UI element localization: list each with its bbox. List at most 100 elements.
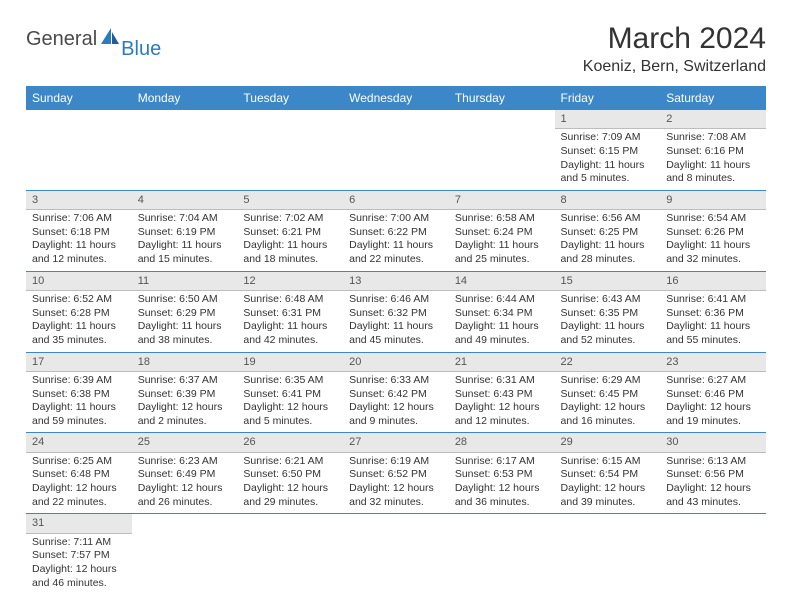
day-number: 5 bbox=[237, 191, 343, 210]
logo-sail-icon bbox=[99, 26, 121, 46]
calendar-day-cell: 1Sunrise: 7:09 AMSunset: 6:15 PMDaylight… bbox=[555, 110, 661, 190]
day-number: 10 bbox=[26, 272, 132, 291]
calendar-body: 1Sunrise: 7:09 AMSunset: 6:15 PMDaylight… bbox=[26, 110, 766, 594]
calendar-day-cell bbox=[26, 110, 132, 190]
calendar-week-row: 3Sunrise: 7:06 AMSunset: 6:18 PMDaylight… bbox=[26, 190, 766, 270]
day-details: Sunrise: 7:06 AMSunset: 6:18 PMDaylight:… bbox=[26, 210, 132, 271]
logo-text-general: General bbox=[26, 28, 97, 51]
day-number: 4 bbox=[132, 191, 238, 210]
calendar-day-cell: 25Sunrise: 6:23 AMSunset: 6:49 PMDayligh… bbox=[132, 433, 238, 513]
calendar-day-cell: 10Sunrise: 6:52 AMSunset: 6:28 PMDayligh… bbox=[26, 271, 132, 351]
day-number: 9 bbox=[660, 191, 766, 210]
calendar-day-cell: 15Sunrise: 6:43 AMSunset: 6:35 PMDayligh… bbox=[555, 271, 661, 351]
day-number: 31 bbox=[26, 514, 132, 533]
day-number: 21 bbox=[449, 353, 555, 372]
day-details: Sunrise: 7:09 AMSunset: 6:15 PMDaylight:… bbox=[555, 129, 661, 190]
day-details: Sunrise: 7:11 AMSunset: 7:57 PMDaylight:… bbox=[26, 534, 132, 595]
weekday-header: Tuesday bbox=[237, 86, 343, 110]
day-number: 23 bbox=[660, 353, 766, 372]
weekday-header: Sunday bbox=[26, 86, 132, 110]
header: General Blue March 2024 Koeniz, Bern, Sw… bbox=[26, 22, 766, 76]
weekday-header: Saturday bbox=[660, 86, 766, 110]
calendar-day-cell bbox=[343, 514, 449, 594]
day-details: Sunrise: 6:21 AMSunset: 6:50 PMDaylight:… bbox=[237, 453, 343, 514]
weekday-header: Monday bbox=[132, 86, 238, 110]
day-number: 25 bbox=[132, 433, 238, 452]
day-number: 2 bbox=[660, 110, 766, 129]
page-subtitle: Koeniz, Bern, Switzerland bbox=[583, 58, 766, 76]
day-details: Sunrise: 7:04 AMSunset: 6:19 PMDaylight:… bbox=[132, 210, 238, 271]
logo-text-blue: Blue bbox=[121, 38, 161, 61]
calendar-week-row: 24Sunrise: 6:25 AMSunset: 6:48 PMDayligh… bbox=[26, 433, 766, 513]
calendar-day-cell bbox=[132, 110, 238, 190]
calendar-day-cell: 22Sunrise: 6:29 AMSunset: 6:45 PMDayligh… bbox=[555, 352, 661, 432]
calendar-day-cell: 30Sunrise: 6:13 AMSunset: 6:56 PMDayligh… bbox=[660, 433, 766, 513]
day-details: Sunrise: 6:23 AMSunset: 6:49 PMDaylight:… bbox=[132, 453, 238, 514]
day-details: Sunrise: 6:27 AMSunset: 6:46 PMDaylight:… bbox=[660, 372, 766, 433]
day-details: Sunrise: 6:15 AMSunset: 6:54 PMDaylight:… bbox=[555, 453, 661, 514]
day-details: Sunrise: 7:00 AMSunset: 6:22 PMDaylight:… bbox=[343, 210, 449, 271]
day-number: 24 bbox=[26, 433, 132, 452]
calendar-day-cell: 3Sunrise: 7:06 AMSunset: 6:18 PMDaylight… bbox=[26, 190, 132, 270]
day-details: Sunrise: 6:41 AMSunset: 6:36 PMDaylight:… bbox=[660, 291, 766, 352]
day-number: 8 bbox=[555, 191, 661, 210]
day-number: 18 bbox=[132, 353, 238, 372]
calendar-day-cell: 18Sunrise: 6:37 AMSunset: 6:39 PMDayligh… bbox=[132, 352, 238, 432]
logo: General Blue bbox=[26, 28, 161, 51]
calendar-day-cell bbox=[555, 514, 661, 594]
weekday-header-row: SundayMondayTuesdayWednesdayThursdayFrid… bbox=[26, 86, 766, 110]
calendar-day-cell bbox=[343, 110, 449, 190]
calendar-day-cell: 29Sunrise: 6:15 AMSunset: 6:54 PMDayligh… bbox=[555, 433, 661, 513]
weekday-header: Friday bbox=[555, 86, 661, 110]
day-details: Sunrise: 6:56 AMSunset: 6:25 PMDaylight:… bbox=[555, 210, 661, 271]
day-number: 22 bbox=[555, 353, 661, 372]
day-number: 3 bbox=[26, 191, 132, 210]
calendar-day-cell: 12Sunrise: 6:48 AMSunset: 6:31 PMDayligh… bbox=[237, 271, 343, 351]
page-title: March 2024 bbox=[583, 22, 766, 56]
day-number: 7 bbox=[449, 191, 555, 210]
calendar-week-row: 31Sunrise: 7:11 AMSunset: 7:57 PMDayligh… bbox=[26, 514, 766, 594]
day-number: 30 bbox=[660, 433, 766, 452]
day-number: 20 bbox=[343, 353, 449, 372]
day-number: 15 bbox=[555, 272, 661, 291]
day-number: 11 bbox=[132, 272, 238, 291]
calendar-day-cell: 7Sunrise: 6:58 AMSunset: 6:24 PMDaylight… bbox=[449, 190, 555, 270]
day-number: 16 bbox=[660, 272, 766, 291]
weekday-header: Thursday bbox=[449, 86, 555, 110]
calendar-day-cell: 9Sunrise: 6:54 AMSunset: 6:26 PMDaylight… bbox=[660, 190, 766, 270]
day-number: 17 bbox=[26, 353, 132, 372]
day-number: 29 bbox=[555, 433, 661, 452]
day-details: Sunrise: 6:29 AMSunset: 6:45 PMDaylight:… bbox=[555, 372, 661, 433]
calendar-day-cell: 24Sunrise: 6:25 AMSunset: 6:48 PMDayligh… bbox=[26, 433, 132, 513]
calendar-day-cell: 26Sunrise: 6:21 AMSunset: 6:50 PMDayligh… bbox=[237, 433, 343, 513]
calendar-day-cell: 16Sunrise: 6:41 AMSunset: 6:36 PMDayligh… bbox=[660, 271, 766, 351]
calendar-week-row: 1Sunrise: 7:09 AMSunset: 6:15 PMDaylight… bbox=[26, 110, 766, 190]
day-details: Sunrise: 6:33 AMSunset: 6:42 PMDaylight:… bbox=[343, 372, 449, 433]
day-details: Sunrise: 6:48 AMSunset: 6:31 PMDaylight:… bbox=[237, 291, 343, 352]
calendar-day-cell: 8Sunrise: 6:56 AMSunset: 6:25 PMDaylight… bbox=[555, 190, 661, 270]
weekday-header: Wednesday bbox=[343, 86, 449, 110]
day-details: Sunrise: 6:39 AMSunset: 6:38 PMDaylight:… bbox=[26, 372, 132, 433]
day-details: Sunrise: 6:35 AMSunset: 6:41 PMDaylight:… bbox=[237, 372, 343, 433]
calendar-day-cell: 4Sunrise: 7:04 AMSunset: 6:19 PMDaylight… bbox=[132, 190, 238, 270]
day-details: Sunrise: 6:17 AMSunset: 6:53 PMDaylight:… bbox=[449, 453, 555, 514]
calendar-day-cell bbox=[237, 110, 343, 190]
calendar-day-cell: 6Sunrise: 7:00 AMSunset: 6:22 PMDaylight… bbox=[343, 190, 449, 270]
day-details: Sunrise: 6:50 AMSunset: 6:29 PMDaylight:… bbox=[132, 291, 238, 352]
calendar-day-cell: 27Sunrise: 6:19 AMSunset: 6:52 PMDayligh… bbox=[343, 433, 449, 513]
day-details: Sunrise: 6:43 AMSunset: 6:35 PMDaylight:… bbox=[555, 291, 661, 352]
calendar-week-row: 17Sunrise: 6:39 AMSunset: 6:38 PMDayligh… bbox=[26, 352, 766, 432]
day-number: 26 bbox=[237, 433, 343, 452]
calendar-day-cell: 28Sunrise: 6:17 AMSunset: 6:53 PMDayligh… bbox=[449, 433, 555, 513]
calendar-day-cell: 17Sunrise: 6:39 AMSunset: 6:38 PMDayligh… bbox=[26, 352, 132, 432]
calendar-day-cell bbox=[660, 514, 766, 594]
calendar-day-cell bbox=[237, 514, 343, 594]
calendar-day-cell bbox=[449, 110, 555, 190]
calendar-day-cell: 14Sunrise: 6:44 AMSunset: 6:34 PMDayligh… bbox=[449, 271, 555, 351]
day-details: Sunrise: 6:54 AMSunset: 6:26 PMDaylight:… bbox=[660, 210, 766, 271]
day-details: Sunrise: 6:46 AMSunset: 6:32 PMDaylight:… bbox=[343, 291, 449, 352]
day-number: 14 bbox=[449, 272, 555, 291]
title-block: March 2024 Koeniz, Bern, Switzerland bbox=[583, 22, 766, 76]
calendar-day-cell: 20Sunrise: 6:33 AMSunset: 6:42 PMDayligh… bbox=[343, 352, 449, 432]
day-details: Sunrise: 6:58 AMSunset: 6:24 PMDaylight:… bbox=[449, 210, 555, 271]
